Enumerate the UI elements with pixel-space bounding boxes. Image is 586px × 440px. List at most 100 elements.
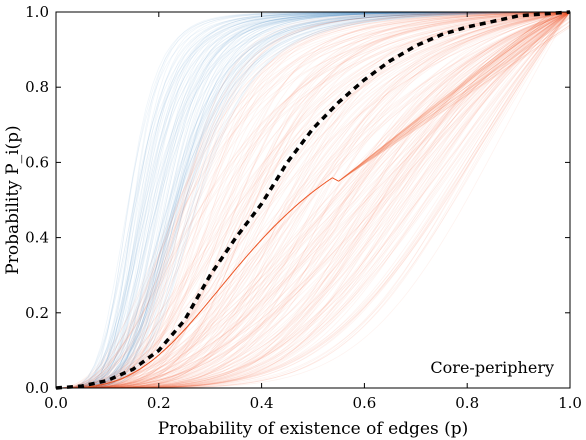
- orange-curve: [56, 11, 570, 389]
- x-tick-label: 1.0: [558, 394, 582, 412]
- orange-curve: [56, 11, 571, 389]
- orange-curve: [56, 11, 571, 389]
- orange-curve: [56, 11, 571, 389]
- orange-curve: [56, 11, 571, 389]
- orange-curve: [56, 11, 570, 389]
- orange-curve: [55, 11, 571, 389]
- orange-curve: [56, 11, 571, 389]
- orange-curve: [56, 11, 571, 389]
- orange-curve: [56, 11, 571, 389]
- orange-curve: [56, 11, 571, 389]
- x-tick-label: 0.8: [455, 394, 479, 412]
- blue-curve: [56, 11, 571, 389]
- orange-curve: [56, 11, 571, 389]
- orange-curve: [56, 11, 571, 389]
- orange-curve: [56, 11, 571, 389]
- blue-curve: [56, 11, 570, 389]
- orange-curve: [55, 11, 571, 389]
- orange-curve: [56, 11, 571, 389]
- orange-curve: [56, 11, 571, 389]
- orange-curve: [56, 11, 571, 389]
- orange-curve: [56, 11, 571, 389]
- orange-curve: [56, 11, 571, 389]
- orange-curve: [55, 11, 571, 389]
- orange-curve: [56, 11, 571, 389]
- orange-curve: [55, 11, 571, 389]
- orange-curve: [56, 15, 571, 389]
- orange-curve: [56, 11, 571, 389]
- y-tick-label: 0.0: [25, 379, 49, 397]
- blue-curve: [56, 11, 570, 389]
- orange-curve: [56, 11, 571, 389]
- orange-curve: [56, 11, 571, 389]
- blue-curve: [56, 11, 570, 389]
- orange-curve: [56, 11, 570, 389]
- plot-frame: [55, 11, 571, 389]
- orange-curve: [56, 11, 571, 389]
- blue-curve: [56, 11, 570, 389]
- orange-curve: [56, 11, 571, 389]
- blue-curve: [56, 11, 571, 389]
- blue-curve: [56, 11, 570, 389]
- orange-curve: [55, 11, 571, 389]
- orange-curve: [56, 11, 571, 389]
- orange-curve: [56, 11, 571, 389]
- orange-curve: [56, 11, 571, 389]
- orange-curve: [55, 11, 571, 389]
- orange-curve: [56, 11, 571, 389]
- orange-curve: [56, 24, 571, 389]
- orange-curve: [56, 11, 571, 389]
- orange-curve: [56, 11, 571, 389]
- orange-curve: [56, 11, 571, 389]
- orange-curve: [56, 11, 571, 389]
- orange-curve: [56, 11, 571, 389]
- orange-curve: [56, 11, 571, 389]
- orange-curve: [56, 11, 571, 389]
- orange-curve: [56, 26, 571, 389]
- x-tick-label: 0.4: [250, 394, 274, 412]
- y-axis-ticks: 0.0 0.2 0.4 0.6 0.8 1.0: [25, 3, 570, 397]
- blue-curve: [56, 11, 570, 389]
- orange-curve: [56, 11, 571, 389]
- blue-curve: [56, 11, 571, 389]
- orange-curve: [56, 11, 571, 389]
- orange-curve: [56, 11, 570, 389]
- orange-curve: [56, 11, 571, 389]
- orange-curve: [56, 11, 570, 389]
- orange-curve: [55, 11, 571, 389]
- orange-curve: [56, 11, 570, 389]
- orange-curve: [56, 11, 571, 389]
- orange-curve: [56, 11, 570, 389]
- orange-curve: [56, 11, 571, 389]
- blue-curve: [56, 11, 570, 389]
- blue-curve: [56, 11, 571, 389]
- orange-curve: [56, 11, 571, 389]
- orange-curve: [55, 11, 571, 389]
- blue-curve: [56, 11, 571, 389]
- orange-curve: [56, 11, 571, 389]
- orange-curve: [56, 11, 571, 389]
- orange-curve: [56, 11, 571, 389]
- orange-curve: [56, 11, 571, 389]
- orange-curve: [56, 11, 571, 389]
- orange-curve: [55, 11, 571, 389]
- orange-curve: [56, 11, 571, 389]
- orange-curve: [56, 11, 571, 389]
- orange-curve: [56, 11, 571, 389]
- orange-curve: [56, 11, 571, 389]
- blue-curve: [56, 11, 570, 389]
- y-tick-label: 0.2: [25, 304, 49, 322]
- orange-curve: [56, 11, 571, 389]
- blue-curve: [56, 11, 570, 389]
- orange-curve: [56, 11, 571, 389]
- orange-curve: [56, 11, 571, 389]
- orange-curve: [56, 11, 571, 389]
- orange-curve: [56, 11, 571, 389]
- x-tick-label: 0.2: [147, 394, 171, 412]
- orange-curve: [56, 11, 571, 389]
- blue-curve: [56, 11, 570, 389]
- orange-curve: [56, 21, 571, 389]
- orange-curve: [56, 11, 571, 389]
- orange-curve: [56, 14, 571, 389]
